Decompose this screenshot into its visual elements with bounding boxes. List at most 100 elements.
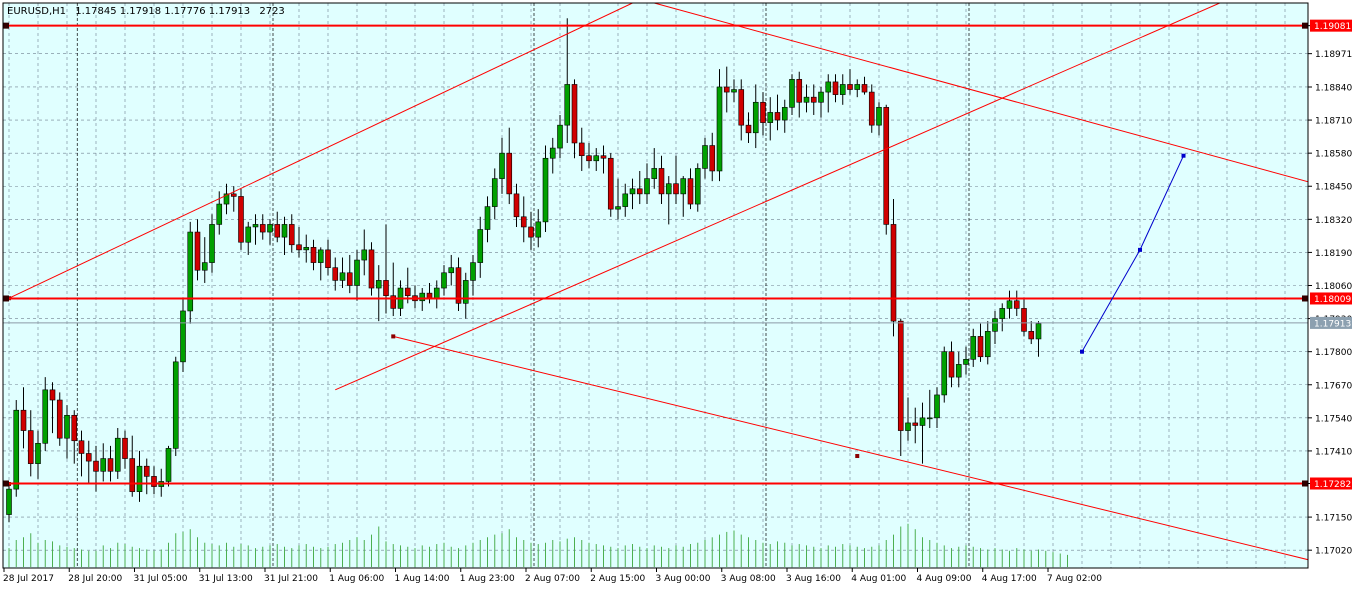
candle-bull <box>267 224 273 233</box>
candle-bear <box>948 351 955 378</box>
candle-bull <box>281 224 288 238</box>
candle-bear <box>368 249 375 289</box>
candle-bull <box>731 89 737 93</box>
candle-bear <box>520 216 527 228</box>
candle-bear <box>847 84 853 90</box>
candle-bull <box>767 112 774 123</box>
y-tick-label: 1.18840 <box>1315 83 1352 93</box>
candle-bear <box>151 476 157 487</box>
level-line-handle <box>3 480 9 487</box>
candle-bull <box>339 272 346 281</box>
candle-bull <box>100 458 107 472</box>
candle-bear <box>1028 331 1035 340</box>
x-tick-label: 7 Aug 02:00 <box>1047 574 1102 584</box>
trend-anchor <box>391 334 396 339</box>
trend-line <box>393 335 1308 561</box>
candle-bull <box>680 178 687 195</box>
level-line-handle <box>1302 295 1308 302</box>
axes: 1.19081 1.18971 1.18840 1.18710 1.18580 1.184… <box>2 2 1352 584</box>
candle-bull <box>35 442 41 464</box>
candle-bear <box>310 247 317 263</box>
candle-bear <box>122 437 128 459</box>
x-tick-label: 2 Aug 07:00 <box>525 574 580 584</box>
candle-bull <box>317 249 324 263</box>
candle-bear <box>607 157 614 210</box>
candle-bull <box>905 422 911 431</box>
candle-bull <box>433 287 440 299</box>
candle-bull <box>542 157 549 223</box>
candle-bull <box>999 308 1006 319</box>
candle-bear <box>129 458 136 492</box>
plot-border <box>2 2 1309 569</box>
y-tick-label: 1.17410 <box>1315 447 1352 457</box>
candle-bear <box>238 196 244 243</box>
candle-bull <box>209 224 215 263</box>
current-price-tag <box>1310 316 1352 329</box>
candle-bull <box>484 206 491 230</box>
candle-bull <box>535 221 542 238</box>
candle-bear <box>404 287 411 296</box>
candle-bear <box>49 389 56 401</box>
candle-bull <box>919 417 926 426</box>
level-price-tag <box>1310 477 1352 490</box>
candle-bull <box>477 229 484 263</box>
candle-bear <box>288 224 295 246</box>
candle-bull <box>694 168 701 205</box>
candle-bear <box>709 145 716 172</box>
level-price-label: 1.18009 <box>1314 295 1351 305</box>
candle-bull <box>781 107 788 121</box>
x-tick-label: 3 Aug 16:00 <box>786 574 841 584</box>
level-price-label: 1.17282 <box>1314 480 1351 490</box>
y-tick-label: 1.18710 <box>1315 117 1352 127</box>
candle-bear <box>658 168 665 195</box>
candle-bull <box>934 394 940 419</box>
x-tick-label: 31 Jul 21:00 <box>264 574 318 584</box>
candle-bear <box>810 96 817 103</box>
candle-bear <box>71 414 78 442</box>
x-tick-label: 4 Aug 09:00 <box>917 574 972 584</box>
candle-bull <box>187 231 194 312</box>
x-tick-label: 1 Aug 14:00 <box>395 574 450 584</box>
candle-bull <box>1006 300 1013 309</box>
x-tick-label: 3 Aug 08:00 <box>721 574 776 584</box>
level-line-handle <box>3 295 9 302</box>
x-tick-label: 31 Jul 05:00 <box>134 574 188 584</box>
y-tick-label: 1.18320 <box>1315 216 1352 226</box>
candle-bull <box>615 206 621 210</box>
candle-bear <box>513 193 520 218</box>
y-tick-label: 1.17800 <box>1315 348 1352 358</box>
candle-bear <box>897 320 904 431</box>
candle-bear <box>194 231 201 271</box>
candle-bull <box>622 193 629 207</box>
candle-bear <box>56 399 63 439</box>
candle-bear <box>586 155 592 162</box>
candle-bull <box>854 84 861 90</box>
candle-bear <box>325 249 331 268</box>
candle-bull <box>992 318 998 332</box>
candle-bull <box>6 488 12 515</box>
candle-bull <box>172 361 179 449</box>
candle-bear <box>600 155 607 159</box>
candle-bear <box>578 142 585 157</box>
candle-bear <box>890 224 897 322</box>
candle-bull <box>64 414 70 439</box>
candle-bull <box>557 124 563 149</box>
x-tick-label: 1 Aug 06:00 <box>329 574 384 584</box>
candle-bull <box>499 152 505 179</box>
y-tick-label: 1.18580 <box>1315 150 1352 160</box>
x-tick-label: 31 Jul 13:00 <box>199 574 253 584</box>
projection-point <box>1080 349 1084 354</box>
candle-bull <box>361 249 368 261</box>
x-tick-label: 2 Aug 15:00 <box>590 574 645 584</box>
candle-bear <box>27 430 34 464</box>
candle-bear <box>259 224 266 233</box>
candle-bull <box>491 178 498 207</box>
candle-bear <box>230 193 237 197</box>
y-tick-label: 1.18060 <box>1315 282 1352 292</box>
candle-bear <box>426 292 433 299</box>
x-tick-label: 3 Aug 00:00 <box>656 574 711 584</box>
candle-bear <box>861 84 868 93</box>
projection-point <box>1181 153 1186 158</box>
candle-bull <box>789 79 795 108</box>
